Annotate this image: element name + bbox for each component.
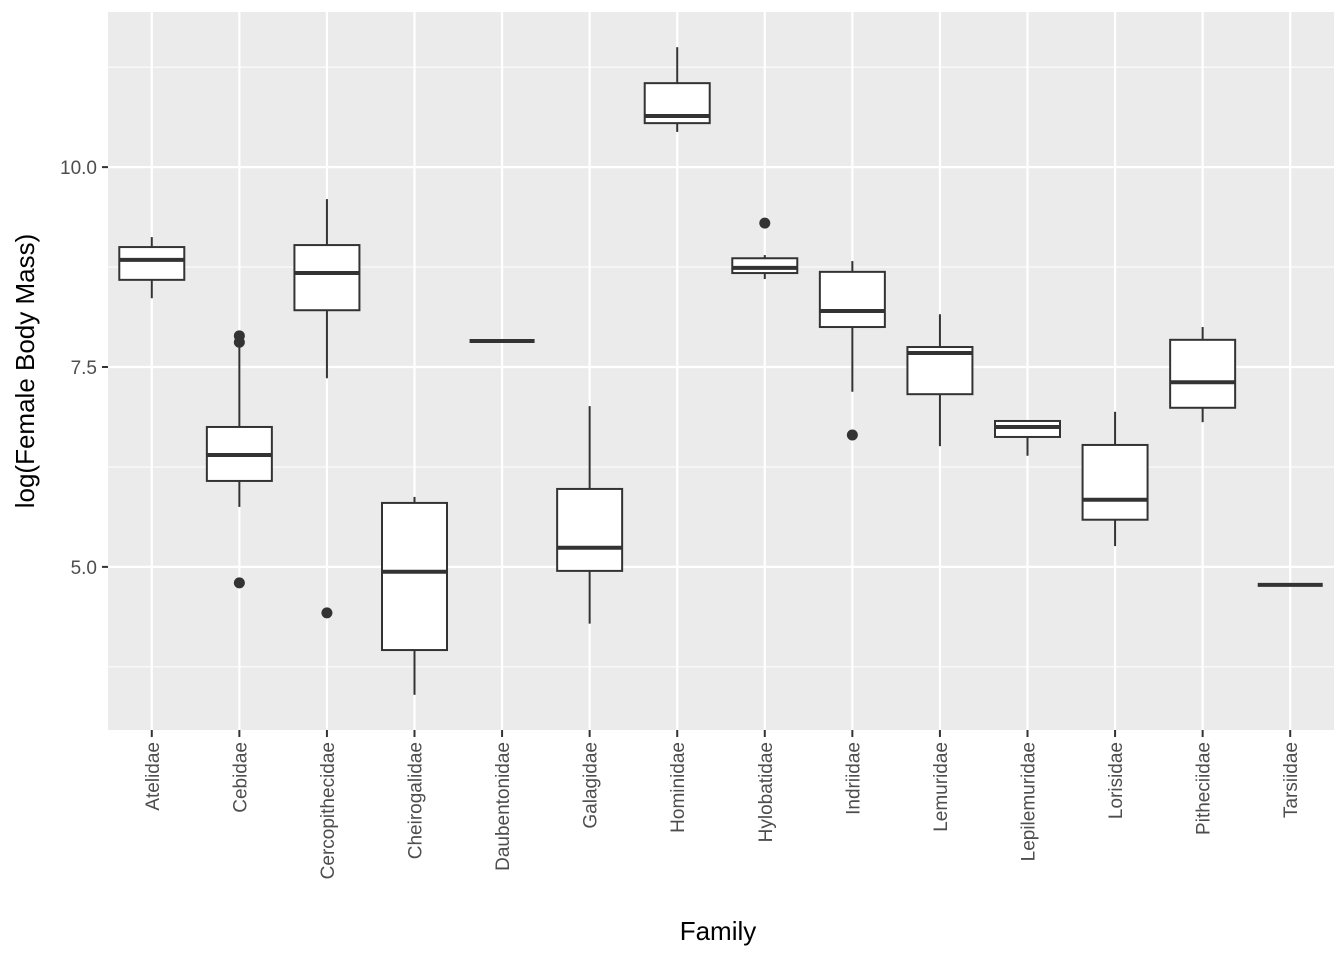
box-iqr xyxy=(1169,338,1237,409)
outlier-point xyxy=(321,607,333,619)
box-lemuridae xyxy=(906,314,974,447)
box-iqr xyxy=(293,244,361,312)
outlier-point xyxy=(759,217,771,229)
box-iqr xyxy=(381,501,448,652)
outlier-point xyxy=(233,577,245,589)
x-tick-label: Galagidae xyxy=(581,742,602,829)
box-atelidae xyxy=(118,237,186,299)
box-iqr xyxy=(818,270,886,329)
outlier-point xyxy=(846,429,858,441)
box-cheirogalidae xyxy=(381,496,448,695)
x-tick-label: Lemuridae xyxy=(931,742,952,832)
x-tick-label: Lepilemuridae xyxy=(1019,742,1040,861)
outlier-point xyxy=(233,336,245,348)
box-indriidae xyxy=(818,261,886,441)
y-axis-title: log(Female Body Mass) xyxy=(10,234,40,509)
x-tick-label: Cercopithecidae xyxy=(318,742,339,879)
x-axis-title: Family xyxy=(680,916,757,946)
x-tick-label: Hominidae xyxy=(668,742,689,833)
y-tick-label: 10.0 xyxy=(60,158,97,179)
gridlines xyxy=(108,12,1334,730)
x-tick-label: Indriidae xyxy=(843,742,864,815)
box-iqr xyxy=(118,246,186,281)
box-cebidae xyxy=(205,330,273,589)
box-hominidae xyxy=(643,47,711,132)
x-tick-label: Daubentonidae xyxy=(493,742,514,871)
y-tick-label: 7.5 xyxy=(71,358,97,379)
x-tick-label: Tarsiidae xyxy=(1281,742,1302,818)
x-tick-label: Cheirogalidae xyxy=(406,742,427,859)
box-iqr xyxy=(1081,443,1149,521)
x-tick-label: Atelidae xyxy=(143,742,164,811)
x-tick-label: Cebidae xyxy=(230,742,251,813)
x-tick-label: Lorisidae xyxy=(1106,742,1127,819)
box-hylobatidae xyxy=(731,217,799,280)
x-tick-label: Hylobatidae xyxy=(756,742,777,842)
y-tick-label: 5.0 xyxy=(71,558,97,579)
box-pitheciidae xyxy=(1169,327,1237,423)
x-tick-label: Pitheciidae xyxy=(1194,742,1215,835)
box-iqr xyxy=(556,487,624,572)
axes: 5.0 7.5 10.0 Atelidae Cebidae Cercopithecidae… xyxy=(60,158,1302,879)
plot-panel xyxy=(108,12,1334,730)
boxes xyxy=(118,47,1323,695)
box-lepilemuridae xyxy=(994,419,1061,456)
box-iqr xyxy=(731,257,799,275)
box-galagidae xyxy=(556,406,624,624)
box-lorisidae xyxy=(1081,411,1149,547)
box-cercopithecidae xyxy=(293,199,361,619)
